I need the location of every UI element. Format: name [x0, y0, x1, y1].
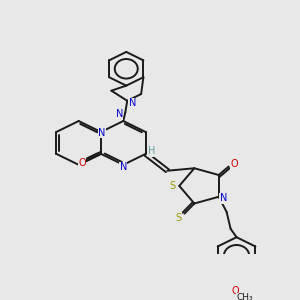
Text: O: O	[78, 158, 86, 168]
Text: S: S	[176, 213, 182, 223]
Text: O: O	[232, 286, 239, 296]
Text: N: N	[220, 194, 227, 203]
Text: S: S	[169, 181, 176, 191]
Text: N: N	[120, 162, 127, 172]
Text: N: N	[128, 98, 136, 108]
Text: H: H	[148, 146, 155, 156]
Text: O: O	[231, 159, 239, 169]
Text: N: N	[116, 109, 123, 119]
Text: N: N	[98, 128, 106, 138]
Text: CH₃: CH₃	[236, 293, 253, 300]
